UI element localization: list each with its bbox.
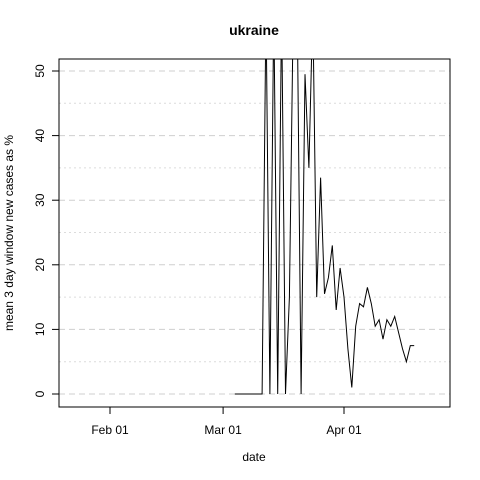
y-tick-label: 30: [33, 193, 47, 207]
chart-title: ukraine: [229, 22, 279, 38]
y-tick-label: 20: [33, 258, 47, 272]
y-tick-label: 40: [33, 129, 47, 143]
plot-border: [58, 58, 451, 408]
y-tick-label: 50: [33, 64, 47, 78]
y-axis-label: mean 3 day window new cases as %: [2, 135, 16, 331]
y-tick-label: 0: [33, 390, 47, 397]
x-axis: Feb 01 Mar 01 Apr 01: [91, 407, 362, 437]
x-tick-label: Feb 01: [91, 423, 129, 437]
plot-area: [234, 59, 415, 395]
y-axis: 0 10 20 30 40 50: [33, 64, 59, 397]
x-tick-label: Apr 01: [326, 423, 362, 437]
y-tick-label: 10: [33, 322, 47, 336]
x-axis-label: date: [242, 450, 266, 464]
series-line-0: [234, 59, 415, 395]
grid: [59, 70, 450, 395]
x-tick-label: Mar 01: [204, 423, 242, 437]
